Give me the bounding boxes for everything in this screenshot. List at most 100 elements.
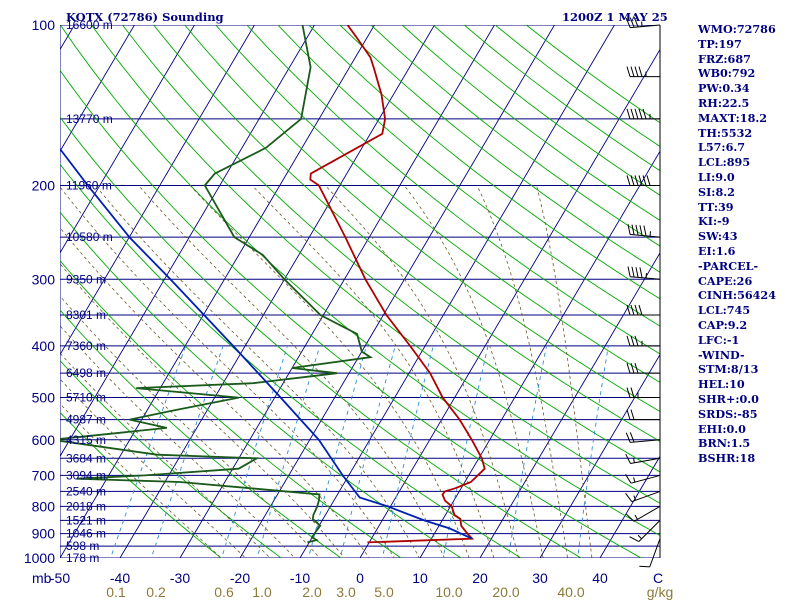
wind-barb-flag bbox=[634, 335, 639, 347]
indices-panel: WMO:72786 TP:197 FRZ:687 WB0:792 PW:0.34 RH:2… bbox=[698, 22, 798, 466]
moist-adiabat bbox=[251, 185, 495, 558]
wind-barb bbox=[627, 224, 661, 238]
height-label: 598 m bbox=[66, 539, 99, 553]
wind-barb bbox=[626, 505, 661, 522]
temp-tick-label: -20 bbox=[230, 570, 250, 586]
dry-adiabat bbox=[60, 309, 342, 558]
wind-barb-flag bbox=[630, 335, 635, 347]
height-label: 5710 m bbox=[66, 391, 106, 405]
moist-adiabat bbox=[403, 185, 544, 558]
index-item: SHR+:0.0 bbox=[698, 391, 759, 406]
index-item: -WIND- bbox=[698, 347, 745, 362]
mixing-ratio-tick-label: 40.0 bbox=[557, 584, 584, 600]
dry-adiabat bbox=[60, 411, 222, 558]
index-item: WB0:792 bbox=[698, 66, 756, 81]
wind-barb-flag bbox=[642, 175, 647, 186]
wind-barb-flag bbox=[638, 304, 643, 316]
wind-barb-flag bbox=[627, 266, 631, 277]
index-item: LI:9.0 bbox=[698, 169, 735, 184]
wind-barb-flag bbox=[626, 108, 631, 120]
wind-barb bbox=[639, 538, 661, 568]
mixing-ratio-tick-label: 1.0 bbox=[252, 584, 272, 600]
mixing-ratio-tick-label: 10.0 bbox=[435, 584, 462, 600]
dewpoint-trace bbox=[60, 25, 374, 544]
temp-tick-label: -30 bbox=[170, 570, 190, 586]
dry-adiabat bbox=[184, 25, 660, 412]
moist-adiabat bbox=[60, 186, 395, 558]
mixing-ratio-tick-label: 0.2 bbox=[146, 584, 166, 600]
index-item: L57:6.7 bbox=[698, 140, 746, 155]
wind-barb-flag bbox=[625, 432, 631, 443]
dry-adiabat bbox=[277, 25, 660, 327]
wind-barb-staff bbox=[649, 538, 661, 568]
sounding-time: 1200Z 1 MAY 25 bbox=[562, 10, 668, 24]
wind-barb-staff bbox=[633, 505, 661, 522]
height-label: 13770 m bbox=[66, 112, 113, 126]
mixing-ratio-line bbox=[577, 345, 609, 558]
index-item: EI:1.6 bbox=[698, 243, 736, 258]
wind-barb-staff bbox=[630, 276, 661, 280]
wind-barb-flag bbox=[626, 409, 631, 420]
wind-barb-flag bbox=[639, 267, 643, 278]
isotherm-line bbox=[60, 25, 315, 458]
dry-adiabat bbox=[370, 25, 660, 247]
moist-adiabat bbox=[138, 185, 445, 558]
index-item: TT:39 bbox=[698, 199, 734, 214]
dry-adiabat bbox=[246, 25, 660, 355]
moist-adiabat bbox=[60, 378, 247, 558]
moist-adiabat bbox=[60, 227, 370, 558]
mixing-ratio-line bbox=[221, 345, 288, 558]
moist-adiabat bbox=[60, 263, 345, 558]
index-item: WMO:72786 bbox=[698, 22, 776, 36]
wind-barb-flag bbox=[634, 175, 639, 186]
wind-barb-flag bbox=[629, 432, 635, 443]
station-title: KOTX (72786) Sounding bbox=[66, 10, 224, 24]
wind-barb-flag bbox=[630, 304, 635, 316]
isotherm-line bbox=[60, 25, 375, 558]
pressure-tick-label: 100 bbox=[32, 17, 56, 33]
height-label: 3684 m bbox=[66, 451, 106, 465]
dry-adiabat bbox=[91, 25, 660, 504]
wind-barb-flag bbox=[643, 225, 647, 236]
wind-barb-flag bbox=[630, 387, 635, 398]
isotherm-line bbox=[599, 455, 660, 558]
temp-tick-label: 40 bbox=[592, 570, 608, 586]
wind-barb-flag bbox=[633, 17, 639, 28]
dry-adiabat bbox=[60, 359, 282, 558]
wind-barb bbox=[626, 387, 660, 399]
pressure-unit-label: mb bbox=[32, 570, 52, 586]
wind-barb-half bbox=[633, 457, 635, 463]
height-label: 4987 m bbox=[66, 413, 106, 427]
wind-barb bbox=[626, 108, 660, 120]
wind-barb bbox=[626, 304, 660, 316]
mixing-ratio-line bbox=[507, 345, 547, 558]
index-item: MAXT:18.2 bbox=[698, 110, 768, 125]
moist-adiabat bbox=[536, 185, 593, 558]
isotherm-line bbox=[359, 48, 660, 558]
moist-adiabat bbox=[476, 185, 569, 558]
wind-barb bbox=[626, 409, 660, 421]
temp-unit-label: C bbox=[653, 570, 663, 586]
wind-barb-flag bbox=[631, 266, 635, 278]
temp-tick-label: 0 bbox=[356, 570, 364, 586]
index-item: BSHR:18 bbox=[698, 451, 756, 466]
wind-barb bbox=[626, 335, 660, 347]
wind-barb-flag bbox=[639, 225, 643, 236]
temp-tick-label: -40 bbox=[110, 570, 130, 586]
mixing-ratio-tick-label: g/kg bbox=[647, 584, 673, 600]
dry-adiabat bbox=[339, 25, 660, 273]
wind-barb-flag bbox=[630, 175, 635, 186]
index-item: -PARCEL- bbox=[698, 258, 759, 273]
wind-barb-flag bbox=[639, 565, 650, 568]
temp-tick-label: 10 bbox=[412, 570, 428, 586]
wind-barb-staff bbox=[630, 474, 661, 484]
wind-barb-staff bbox=[638, 520, 661, 542]
wind-barb-flag bbox=[626, 363, 631, 374]
isotherm-line bbox=[179, 25, 495, 558]
mixing-ratio-line bbox=[308, 345, 367, 558]
mixing-ratio-tick-label: 0.1 bbox=[106, 584, 126, 600]
wind-barb-staff bbox=[631, 490, 661, 503]
isotherm-line bbox=[419, 150, 660, 558]
isotherm-line bbox=[0, 25, 14, 558]
isotherm-line bbox=[60, 25, 195, 254]
